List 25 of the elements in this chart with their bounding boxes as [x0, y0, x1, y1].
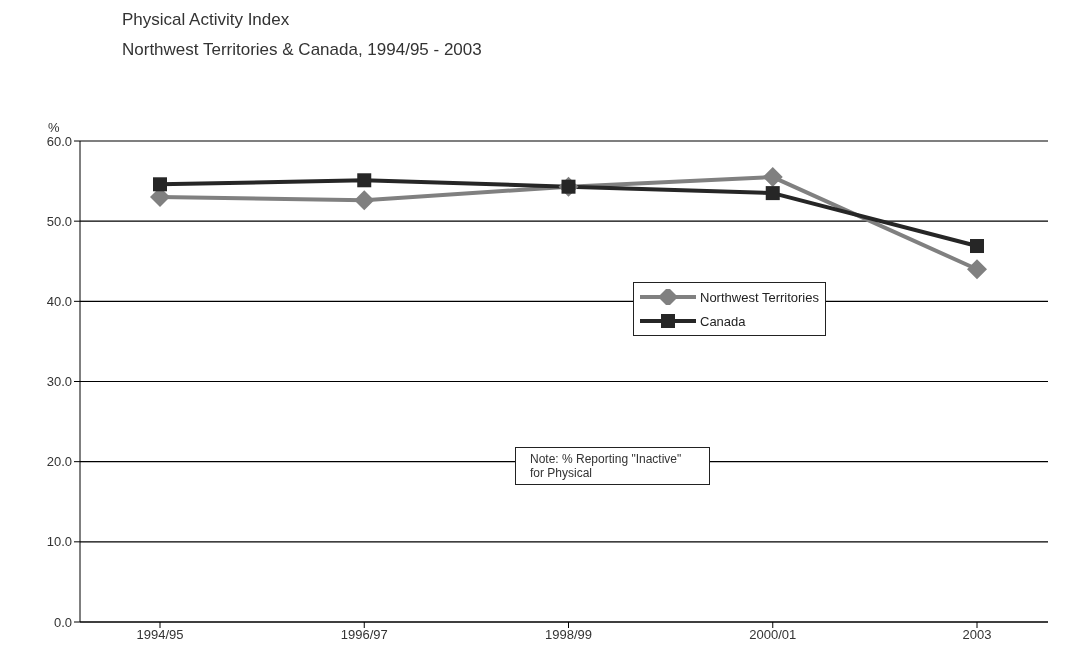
point — [970, 239, 984, 254]
point — [762, 167, 783, 188]
note-box: Note: % Reporting "Inactive" for Physical — [515, 447, 710, 485]
chart-title: Physical Activity Index — [122, 10, 290, 30]
x-tick-label: 2003 — [962, 627, 992, 643]
point — [765, 186, 780, 201]
point — [357, 173, 372, 188]
point — [967, 259, 987, 280]
point — [153, 177, 167, 192]
y-tick-label: 40.0 — [46, 293, 72, 309]
x-tick-label: 2000/01 — [749, 627, 797, 643]
y-tick-label: 10.0 — [46, 534, 72, 550]
legend-label: Canada — [700, 313, 746, 329]
x-tick-label: 1998/99 — [545, 627, 592, 643]
y-tick-label: 0.0 — [53, 614, 72, 630]
point — [354, 190, 375, 211]
y-tick-label: 60.0 — [46, 133, 72, 149]
y-tick-label: 30.0 — [46, 374, 72, 390]
x-tick-label: 1994/95 — [136, 627, 184, 643]
y-tick-label: 50.0 — [46, 213, 72, 229]
x-tick-label: 1996/97 — [340, 627, 388, 643]
y-tick-label: 20.0 — [46, 454, 72, 470]
legend-label: Northwest Territories — [700, 289, 819, 305]
chart-subtitle: Northwest Territories & Canada, 1994/95 - 2003 — [122, 40, 482, 60]
y-axis-title: % — [48, 120, 60, 135]
